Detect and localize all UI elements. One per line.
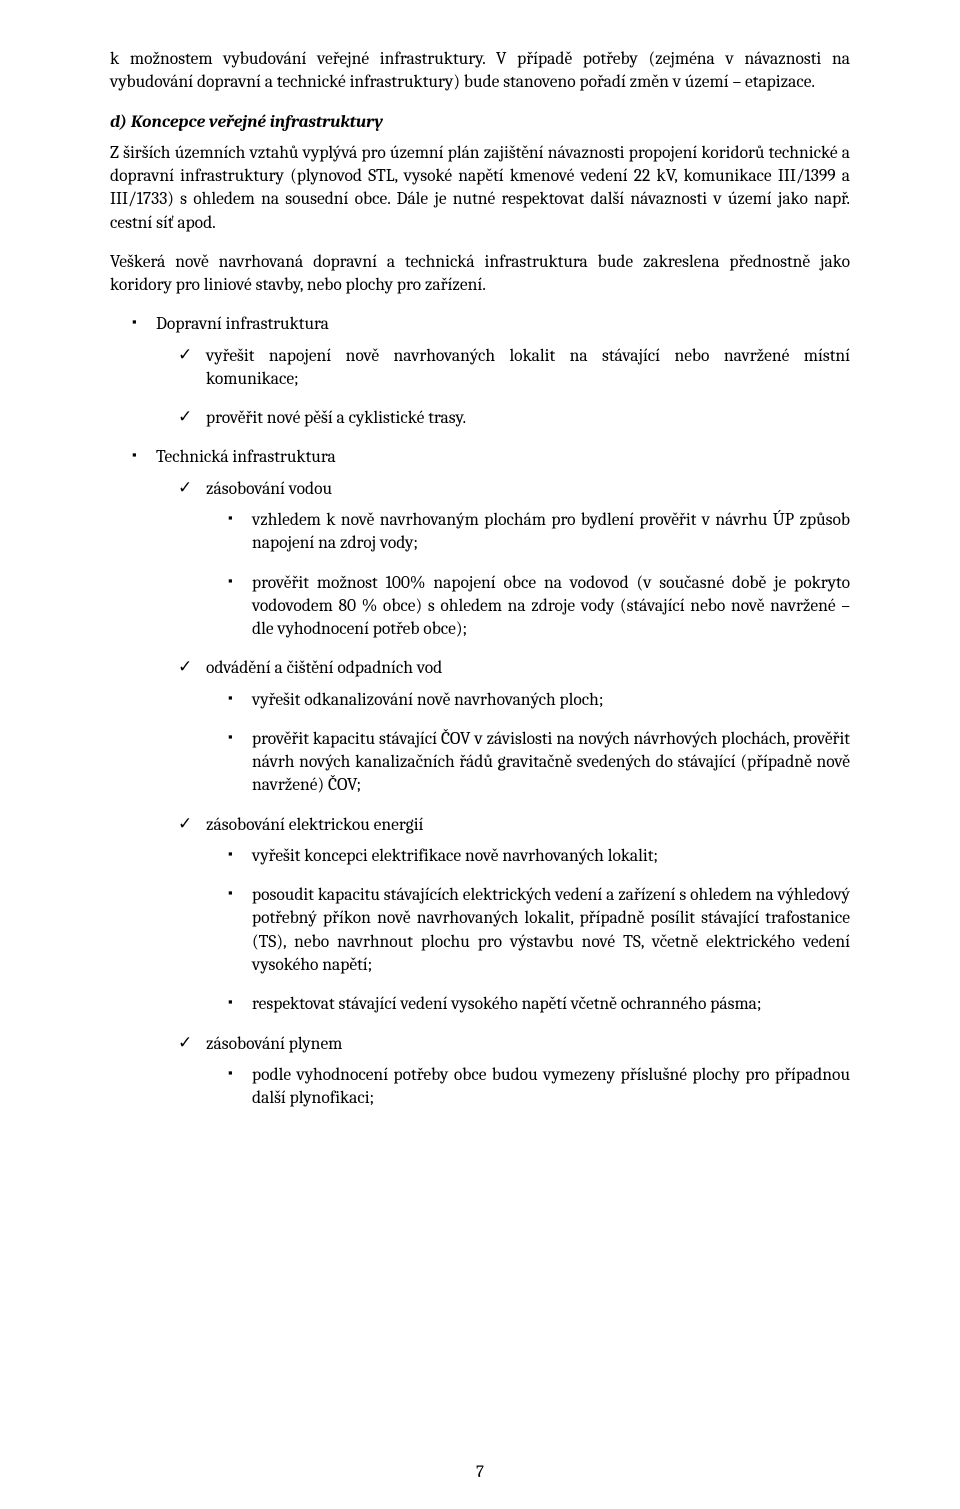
list-item: vzhledem k nově navrhovaným plochám pro … xyxy=(228,509,850,556)
list-level3-plyn: podle vyhodnocení potřeby obce budou vym… xyxy=(228,1064,850,1111)
item-odpadni: odvádění a čištění odpadních vod vyřešit… xyxy=(178,657,850,797)
list-item: prověřit kapacitu stávající ČOV v závisl… xyxy=(228,728,850,798)
heading-d: d) Koncepce veřejné infrastruktury xyxy=(110,111,850,134)
list-item: prověřit možnost 100% napojení obce na v… xyxy=(228,572,850,642)
item-technicka: Technická infrastruktura zásobování vodo… xyxy=(132,446,850,1110)
item-label: odvádění a čištění odpadních vod xyxy=(206,658,442,678)
list-item: respektovat stávající vedení vysokého na… xyxy=(228,993,850,1016)
item-label: zásobování plynem xyxy=(206,1034,342,1054)
item-label: Dopravní infrastruktura xyxy=(156,314,329,334)
list-level2-technicka: zásobování vodou vzhledem k nově navrhov… xyxy=(178,478,850,1111)
list-level2-dopravni: vyřešit napojení nově navrhovaných lokal… xyxy=(178,345,850,431)
paragraph-intro: k možnostem vybudování veřejné infrastru… xyxy=(110,48,850,95)
item-dopravni: Dopravní infrastruktura vyřešit napojení… xyxy=(132,313,850,430)
list-item: prověřit nové pěší a cyklistické trasy. xyxy=(178,407,850,430)
list-level3-el: vyřešit koncepci elektrifikace nově navr… xyxy=(228,845,850,1017)
list-item: vyřešit napojení nově navrhovaných lokal… xyxy=(178,345,850,392)
item-voda: zásobování vodou vzhledem k nově navrhov… xyxy=(178,478,850,642)
page-number: 7 xyxy=(0,1462,960,1485)
item-label: zásobování vodou xyxy=(206,479,332,499)
list-item: vyřešit odkanalizování nově navrhovaných… xyxy=(228,689,850,712)
item-label: zásobování elektrickou energií xyxy=(206,815,423,835)
list-item: vyřešit koncepci elektrifikace nově navr… xyxy=(228,845,850,868)
item-el: zásobování elektrickou energií vyřešit k… xyxy=(178,814,850,1017)
paragraph-d1: Z širších územních vztahů vyplývá pro úz… xyxy=(110,142,850,235)
document-page: k možnostem vybudování veřejné infrastru… xyxy=(0,0,960,1509)
list-item: podle vyhodnocení potřeby obce budou vym… xyxy=(228,1064,850,1111)
list-level3-odpadni: vyřešit odkanalizování nově navrhovaných… xyxy=(228,689,850,798)
list-level1: Dopravní infrastruktura vyřešit napojení… xyxy=(132,313,850,1110)
list-item: posoudit kapacitu stávajících elektrický… xyxy=(228,884,850,977)
item-plyn: zásobování plynem podle vyhodnocení potř… xyxy=(178,1033,850,1111)
list-level3-voda: vzhledem k nově navrhovaným plochám pro … xyxy=(228,509,850,641)
item-label: Technická infrastruktura xyxy=(156,447,336,467)
paragraph-d2: Veškerá nově navrhovaná dopravní a techn… xyxy=(110,251,850,298)
